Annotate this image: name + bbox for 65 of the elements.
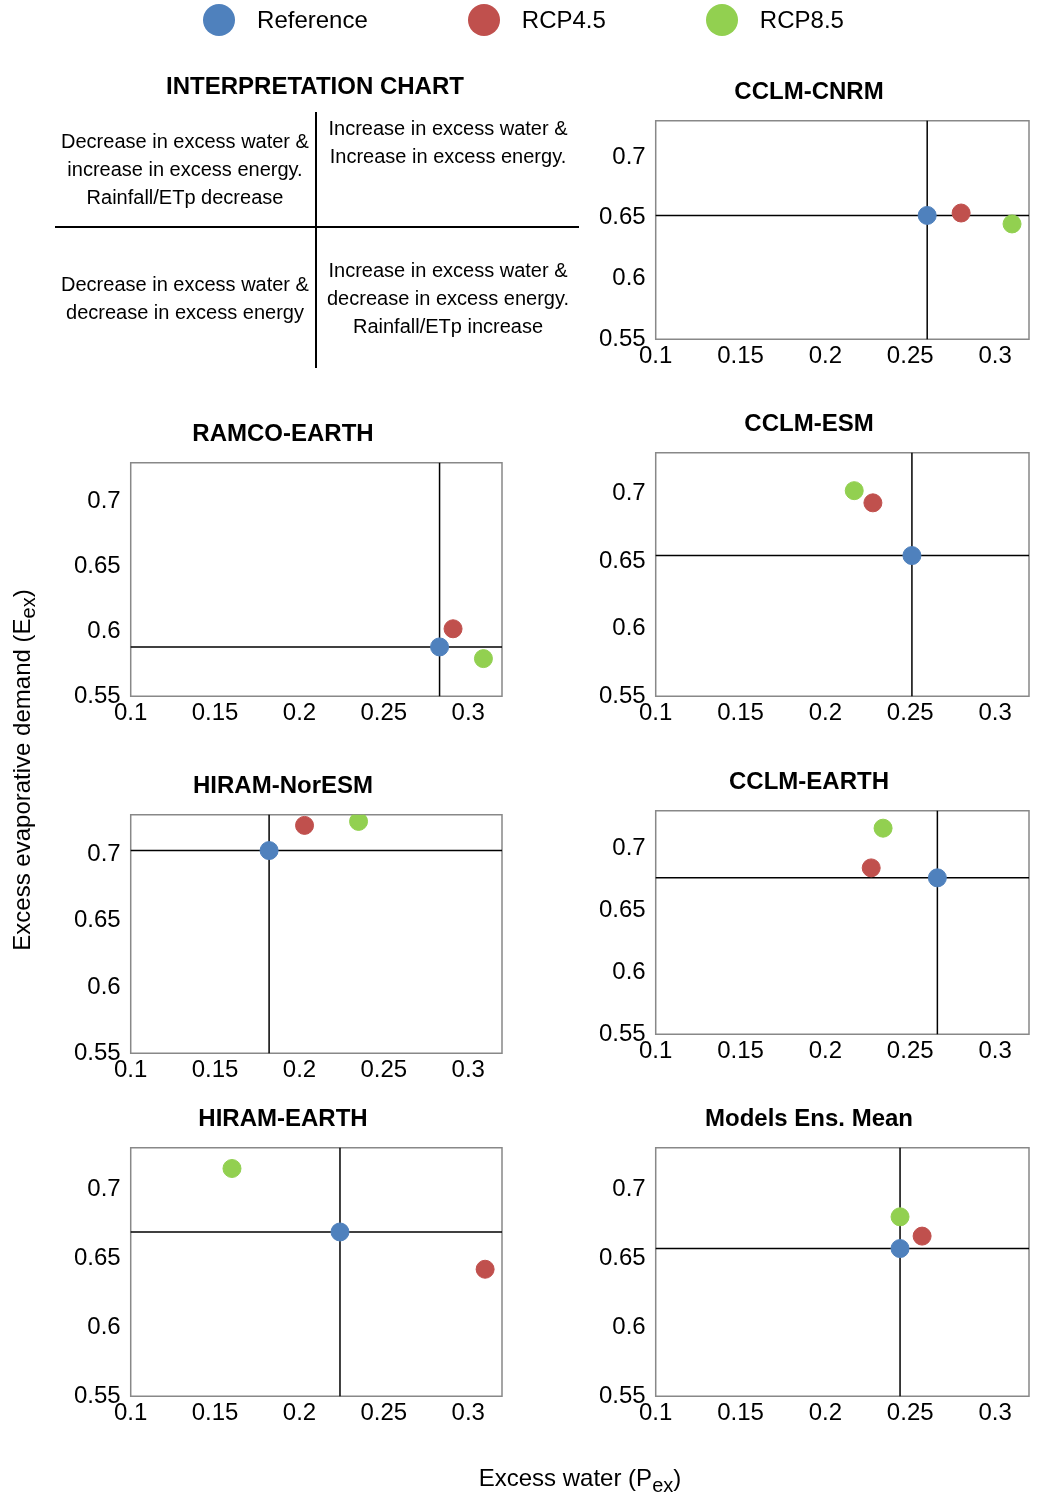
x-tick-label: 0.25 xyxy=(886,341,934,369)
y-tick-label: 0.6 xyxy=(612,956,646,984)
text: INTERPRETATION CHART xyxy=(165,72,465,100)
y-tick-label: 0.65 xyxy=(73,905,121,933)
y-tick-label: 0.65 xyxy=(598,202,646,230)
y-tick-label: 0.6 xyxy=(612,263,646,291)
chart-title: CCLM-ESM xyxy=(744,409,874,437)
text: Decrease in excess water & increase in excess energy. Rainfall/ETp decrease xyxy=(60,129,310,210)
y-tick-label: 0.65 xyxy=(598,894,646,922)
y-tick-label: 0.7 xyxy=(87,486,121,514)
chart-title: HIRAM-NorESM xyxy=(193,771,373,799)
x-tick-label: 0.15 xyxy=(191,698,239,726)
y-tick-label: 0.6 xyxy=(612,613,646,641)
x-tick-label: 0.3 xyxy=(451,698,485,726)
y-tick-label: 0.7 xyxy=(612,141,646,169)
y-tick-label: 0.7 xyxy=(612,477,646,505)
chart-title: CCLM-EARTH xyxy=(729,767,889,795)
chart-title: RAMCO-EARTH xyxy=(192,419,374,447)
x-tick-label: 0.15 xyxy=(717,1398,764,1426)
x-tick-label: 0.25 xyxy=(886,1398,934,1426)
y-tick-label: 0.7 xyxy=(612,832,646,860)
x-tick-label: 0.3 xyxy=(978,698,1012,726)
y-tick-label: 0.65 xyxy=(598,1242,646,1270)
x-tick-label: 0.2 xyxy=(808,698,843,726)
x-tick-label: 0.25 xyxy=(360,698,408,726)
chart-title: CCLM-CNRM xyxy=(734,77,884,105)
x-tick-label: 0.3 xyxy=(978,1398,1012,1426)
x-tick-label: 0.3 xyxy=(978,1036,1012,1064)
y-tick-label: 0.65 xyxy=(598,545,646,573)
x-tick-label: 0.2 xyxy=(282,1055,317,1083)
x-tick-label: 0.2 xyxy=(808,341,843,369)
y-tick-label: 0.7 xyxy=(612,1173,646,1201)
y-tick-label: 0.6 xyxy=(87,615,121,643)
x-tick-label: 0.15 xyxy=(717,1036,764,1064)
x-tick-label: 0.2 xyxy=(282,698,317,726)
x-tick-label: 0.25 xyxy=(886,698,934,726)
legend-label: RCP4.5 xyxy=(521,6,606,34)
text: Increase in excess water & Increase in excess energy. xyxy=(327,116,569,169)
y-tick-label: 0.65 xyxy=(73,551,121,579)
legend-label: Reference xyxy=(257,6,368,34)
x-tick-label: 0.15 xyxy=(191,1055,239,1083)
x-tick-label: 0.2 xyxy=(808,1398,843,1426)
x-tick-label: 0.25 xyxy=(886,1036,934,1064)
legend-label: RCP8.5 xyxy=(759,6,844,34)
y-tick-label: 0.6 xyxy=(612,1311,646,1339)
chart-title: HIRAM-EARTH xyxy=(198,1104,368,1132)
x-tick-label: 0.3 xyxy=(451,1055,485,1083)
x-tick-label: 0.3 xyxy=(451,1398,485,1426)
x-tick-label: 0.15 xyxy=(717,341,764,369)
y-tick-label: 0.7 xyxy=(87,839,121,867)
x-tick-label: 0.15 xyxy=(717,698,764,726)
y-tick-label: 0.6 xyxy=(87,1311,121,1339)
x-tick-label: 0.2 xyxy=(282,1398,317,1426)
x-tick-label: 0.2 xyxy=(808,1036,843,1064)
text: Increase in excess water & decrease in excess energy. Rainfall/ETp increase xyxy=(326,258,570,339)
x-axis-title: Excess water (P$_{ex}$) xyxy=(478,1464,682,1497)
x-tick-label: 0.25 xyxy=(360,1398,408,1426)
y-tick-label: 0.7 xyxy=(87,1173,121,1201)
x-tick-label: 0.15 xyxy=(191,1398,239,1426)
y-tick-label: 0.6 xyxy=(87,971,121,999)
x-tick-label: 0.25 xyxy=(360,1055,408,1083)
x-tick-label: 0.3 xyxy=(978,341,1012,369)
text: Decrease in excess water & decrease in excess energy xyxy=(60,272,310,325)
y-tick-label: 0.65 xyxy=(73,1242,121,1270)
chart-title: Models Ens. Mean xyxy=(704,1104,914,1132)
